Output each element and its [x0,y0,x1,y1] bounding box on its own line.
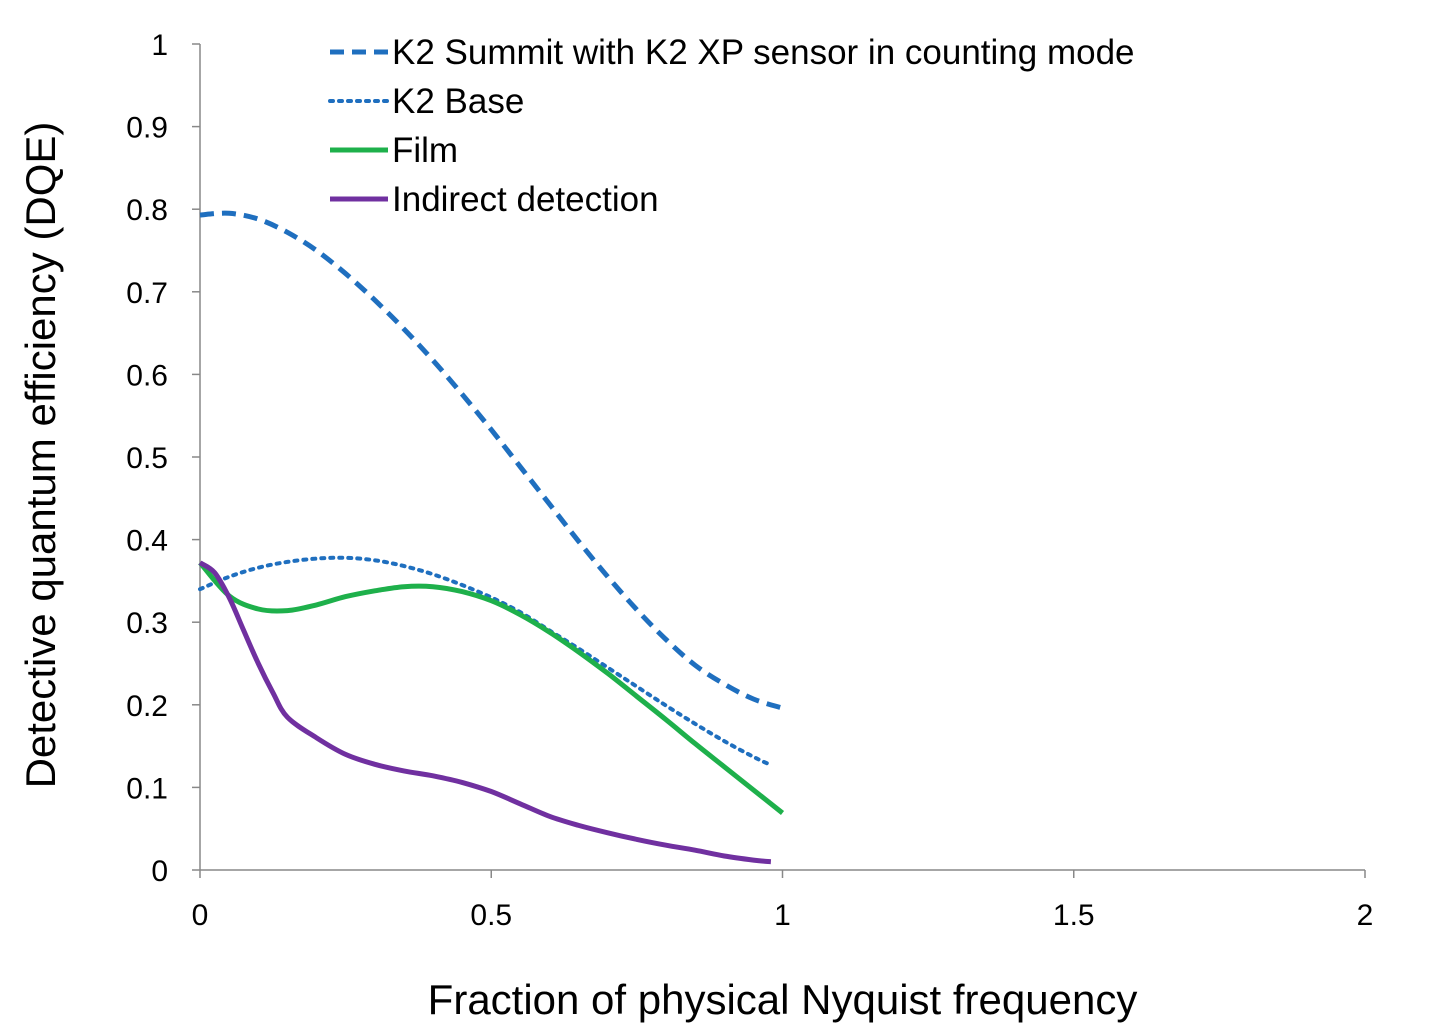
x-tick-label: 0.5 [470,899,512,932]
y-ticks: 0 0.1 0.2 0.3 0.4 0.5 0.6 0.7 0.8 0.9 1 [126,29,200,888]
x-tick-label: 2 [1357,899,1374,932]
y-tick-label: 0.1 [126,772,168,805]
axes [199,44,1365,871]
series-group [198,210,785,865]
y-tick-label: 0.7 [126,277,168,310]
y-tick-label: 0.2 [126,690,168,723]
legend-label: Indirect detection [392,180,659,219]
legend-label: K2 Summit with K2 XP sensor in counting … [392,33,1135,72]
series-line-k2-base [198,555,773,768]
x-axis-title: Fraction of physical Nyquist frequency [428,976,1138,1023]
y-tick-label: 0.9 [126,112,168,145]
y-tick-label: 0.4 [126,525,168,558]
legend-label: Film [392,131,458,170]
legend: K2 Summit with K2 XP sensor in counting … [328,33,1135,219]
y-tick-label: 0.6 [126,359,168,392]
legend-label: K2 Base [392,82,524,121]
series-line-film [198,561,785,815]
y-axis-title: Detective quantum efficiency (DQE) [17,122,64,789]
series-line-k2-summit-with-k2-xp-sensor-in-counting-mode [199,210,784,711]
x-ticks: 0 0.5 1 1.5 2 [192,870,1374,932]
x-tick-label: 1.5 [1053,899,1095,932]
series-line-indirect-detection [198,560,772,865]
y-tick-label: 0.5 [126,442,168,475]
x-tick-label: 0 [192,899,209,932]
x-tick-label: 1 [774,899,791,932]
y-tick-label: 0 [151,855,168,888]
y-tick-label: 1 [151,29,168,62]
y-tick-label: 0.8 [126,194,168,227]
y-tick-label: 0.3 [126,607,168,640]
